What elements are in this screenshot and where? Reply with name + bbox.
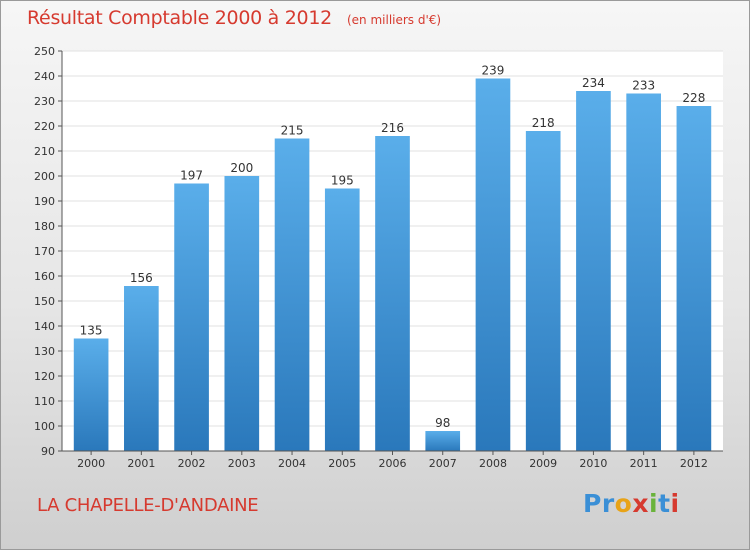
x-tick-label: 2005 [328, 457, 356, 470]
bar-value-label: 228 [682, 91, 705, 105]
bars [73, 78, 712, 451]
bar [174, 183, 209, 451]
labels: 90 100 110 120 130 140 150 160 170 180 190 200 210 22… [34, 45, 708, 470]
y-tick-label: 170 [34, 245, 55, 258]
bar-value-label: 239 [482, 64, 505, 78]
y-tick-label: 220 [34, 120, 55, 133]
y-tick-label: 140 [34, 320, 55, 333]
x-tick-label: 2007 [429, 457, 457, 470]
commune-name: LA CHAPELLE-D'ANDAINE [37, 495, 259, 516]
bar-value-label: 234 [582, 76, 605, 90]
logo-letter: o [614, 489, 633, 518]
x-tick-label: 2009 [529, 457, 557, 470]
x-tick-label: 2008 [479, 457, 507, 470]
y-tick-label: 90 [41, 445, 55, 458]
y-tick-label: 100 [34, 420, 55, 433]
x-tick-label: 2011 [630, 457, 658, 470]
y-tick-label: 150 [34, 295, 55, 308]
bar [525, 131, 561, 451]
x-tick-label: 2012 [680, 457, 708, 470]
y-tick-label: 210 [34, 145, 55, 158]
bar [324, 188, 360, 451]
bar-value-label: 200 [230, 161, 253, 175]
chart-subtitle: (en milliers d'€) [346, 13, 442, 27]
y-tick-label: 240 [34, 70, 55, 83]
x-tick-label: 2002 [178, 457, 206, 470]
x-tick-label: 2001 [127, 457, 155, 470]
bar [73, 338, 109, 451]
chart-title: Résultat Comptable 2000 à 2012 [27, 7, 332, 29]
logo-letter: i [670, 489, 680, 518]
y-tick-label: 230 [34, 95, 55, 108]
bar [124, 286, 159, 451]
bar-value-label: 156 [130, 271, 153, 285]
y-tick-label: 190 [34, 195, 55, 208]
x-tick-label: 2006 [379, 457, 407, 470]
x-tick-label: 2000 [77, 457, 105, 470]
logo-letter: x [632, 489, 649, 518]
bar [626, 93, 661, 451]
bar [676, 106, 712, 451]
bar-value-label: 197 [180, 169, 203, 183]
title-block: Résultat Comptable 2000 à 2012 (en milli… [27, 7, 441, 29]
x-tick-label: 2010 [579, 457, 607, 470]
y-tick-label: 200 [34, 170, 55, 183]
bar-value-label: 218 [532, 116, 555, 130]
bar-value-label: 195 [331, 174, 354, 188]
axes [58, 50, 723, 455]
bar [274, 138, 310, 451]
bar [576, 91, 611, 451]
logo-letter: r [601, 489, 615, 518]
bar-value-label: 216 [381, 121, 404, 135]
bar [425, 431, 461, 451]
y-tick-label: 130 [34, 345, 55, 358]
bar [224, 176, 260, 451]
y-tick-label: 180 [34, 220, 55, 233]
bar-value-label: 98 [435, 416, 450, 430]
y-tick-label: 120 [34, 370, 55, 383]
proxiti-logo: Proxiti [583, 489, 680, 518]
logo-letter: P [583, 489, 602, 518]
y-tick-label: 160 [34, 270, 55, 283]
y-tick-label: 110 [34, 395, 55, 408]
bar [475, 78, 511, 451]
bar-value-label: 233 [632, 79, 655, 93]
bar-value-label: 215 [281, 124, 304, 138]
bar [375, 136, 410, 451]
logo-letter: i [649, 489, 659, 518]
bar-value-label: 135 [80, 324, 103, 338]
y-tick-label: 250 [34, 45, 55, 58]
x-tick-label: 2003 [228, 457, 256, 470]
x-tick-label: 2004 [278, 457, 306, 470]
logo-letter: t [658, 489, 671, 518]
